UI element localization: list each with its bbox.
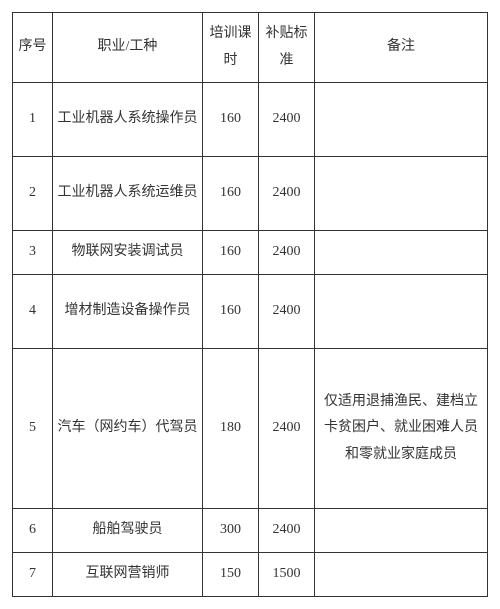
cell-job: 工业机器人系统运维员 xyxy=(53,157,203,231)
cell-subsidy: 2400 xyxy=(259,275,315,349)
subsidy-table: 序号职业/工种培训课时补贴标准备注 1工业机器人系统操作员16024002工业机… xyxy=(12,12,488,597)
column-header-3: 补贴标准 xyxy=(259,13,315,83)
cell-seq: 2 xyxy=(13,157,53,231)
table-header-row: 序号职业/工种培训课时补贴标准备注 xyxy=(13,13,488,83)
cell-job: 船舶驾驶员 xyxy=(53,509,203,553)
cell-job: 工业机器人系统操作员 xyxy=(53,83,203,157)
cell-seq: 5 xyxy=(13,349,53,509)
cell-hours: 160 xyxy=(203,157,259,231)
table-body: 1工业机器人系统操作员16024002工业机器人系统运维员16024003物联网… xyxy=(13,83,488,597)
cell-hours: 180 xyxy=(203,349,259,509)
cell-hours: 300 xyxy=(203,509,259,553)
cell-note xyxy=(315,275,488,349)
cell-seq: 3 xyxy=(13,231,53,275)
cell-subsidy: 2400 xyxy=(259,83,315,157)
cell-note xyxy=(315,231,488,275)
cell-job: 增材制造设备操作员 xyxy=(53,275,203,349)
cell-seq: 6 xyxy=(13,509,53,553)
column-header-4: 备注 xyxy=(315,13,488,83)
cell-note: 仅适用退捕渔民、建档立卡贫困户、就业困难人员和零就业家庭成员 xyxy=(315,349,488,509)
cell-job: 物联网安装调试员 xyxy=(53,231,203,275)
cell-hours: 160 xyxy=(203,275,259,349)
column-header-0: 序号 xyxy=(13,13,53,83)
cell-seq: 1 xyxy=(13,83,53,157)
column-header-2: 培训课时 xyxy=(203,13,259,83)
cell-subsidy: 1500 xyxy=(259,553,315,597)
cell-subsidy: 2400 xyxy=(259,509,315,553)
cell-seq: 4 xyxy=(13,275,53,349)
cell-subsidy: 2400 xyxy=(259,231,315,275)
cell-job: 汽车（网约车）代驾员 xyxy=(53,349,203,509)
cell-note xyxy=(315,83,488,157)
table-row: 5汽车（网约车）代驾员1802400仅适用退捕渔民、建档立卡贫困户、就业困难人员… xyxy=(13,349,488,509)
table-row: 1工业机器人系统操作员1602400 xyxy=(13,83,488,157)
cell-note xyxy=(315,553,488,597)
cell-subsidy: 2400 xyxy=(259,157,315,231)
column-header-1: 职业/工种 xyxy=(53,13,203,83)
cell-job: 互联网营销师 xyxy=(53,553,203,597)
cell-hours: 160 xyxy=(203,231,259,275)
cell-seq: 7 xyxy=(13,553,53,597)
cell-subsidy: 2400 xyxy=(259,349,315,509)
table-row: 2工业机器人系统运维员1602400 xyxy=(13,157,488,231)
cell-note xyxy=(315,509,488,553)
cell-note xyxy=(315,157,488,231)
table-row: 6船舶驾驶员3002400 xyxy=(13,509,488,553)
cell-hours: 160 xyxy=(203,83,259,157)
table-row: 7互联网营销师1501500 xyxy=(13,553,488,597)
table-row: 3物联网安装调试员1602400 xyxy=(13,231,488,275)
table-row: 4增材制造设备操作员1602400 xyxy=(13,275,488,349)
cell-hours: 150 xyxy=(203,553,259,597)
